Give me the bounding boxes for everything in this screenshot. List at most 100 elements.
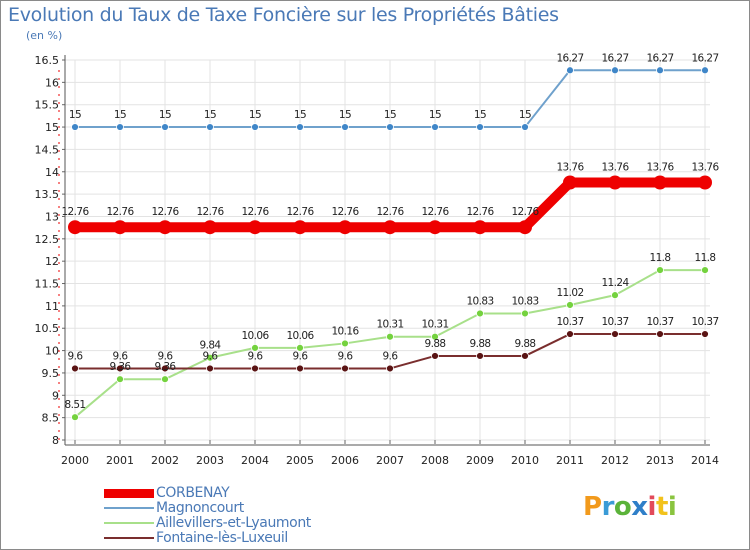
legend-label: Magnoncourt [156, 500, 244, 516]
data-point [521, 309, 529, 318]
data-point [251, 344, 259, 352]
data-label: 15 [519, 109, 531, 121]
data-label: 12.76 [466, 206, 494, 218]
data-point [248, 220, 262, 235]
y-tick-label: 10 [45, 345, 59, 358]
data-label: 10.37 [601, 316, 628, 328]
data-label: 9.6 [158, 350, 174, 362]
data-point [521, 352, 529, 360]
data-label: 9.88 [425, 338, 446, 350]
data-point [386, 364, 394, 373]
data-point [71, 123, 79, 131]
data-point [476, 309, 484, 318]
x-tick-label: 2013 [646, 454, 674, 467]
data-label: 15 [69, 109, 81, 121]
data-label: 10.16 [331, 325, 359, 337]
data-label: 12.76 [511, 206, 539, 218]
data-label: 15 [294, 109, 306, 121]
data-point [431, 123, 439, 131]
data-point [566, 301, 574, 309]
data-point [701, 330, 709, 338]
data-point [341, 364, 349, 373]
data-point [656, 266, 664, 275]
y-tick-label: 15.5 [35, 99, 60, 112]
data-label: 13.76 [691, 161, 719, 173]
data-label: 9.6 [383, 350, 399, 362]
y-tick-label: 14 [45, 166, 59, 179]
data-point [431, 352, 439, 360]
legend-label: Fontaine-lès-Luxeuil [156, 530, 288, 546]
data-label: 11.8 [650, 252, 671, 264]
x-tick-label: 2010 [511, 454, 539, 467]
data-point [206, 123, 214, 131]
data-label: 10.06 [241, 330, 269, 342]
data-label: 15 [159, 109, 171, 121]
data-point [71, 413, 79, 422]
x-tick-label: 2003 [196, 454, 224, 467]
data-point [563, 175, 577, 190]
x-tick-label: 2008 [421, 454, 449, 467]
data-label: 13.76 [646, 161, 674, 173]
data-point [341, 123, 349, 131]
x-tick-label: 2006 [331, 454, 359, 467]
data-point [698, 175, 712, 190]
data-label: 10.31 [421, 319, 448, 331]
y-tick-label: 11.5 [35, 278, 60, 291]
data-label: 9.88 [470, 338, 491, 350]
data-point [431, 332, 439, 341]
data-point [608, 175, 622, 190]
data-label: 12.76 [196, 206, 224, 218]
x-tick-label: 2001 [106, 454, 134, 467]
y-tick-label: 11 [45, 300, 59, 313]
legend-label: CORBENAY [156, 485, 230, 501]
data-label: 11.02 [556, 287, 583, 299]
grid-lines [65, 59, 710, 441]
data-point [428, 220, 442, 235]
logo-letter: o [613, 492, 632, 522]
data-point [386, 123, 394, 131]
data-label: 10.31 [376, 319, 403, 331]
chart-title: Evolution du Taux de Taxe Foncière sur l… [8, 4, 559, 26]
data-label: 15 [114, 109, 126, 121]
x-tick-label: 2011 [556, 454, 584, 467]
legend-swatch [104, 537, 154, 539]
data-label: 9.6 [248, 350, 264, 362]
data-point [518, 220, 532, 235]
data-point [701, 266, 709, 275]
data-point [296, 123, 304, 131]
data-point [476, 123, 484, 131]
data-label: 12.76 [286, 206, 314, 218]
data-label: 13.76 [556, 161, 584, 173]
data-label: 16.27 [691, 52, 718, 64]
data-label: 12.76 [61, 206, 89, 218]
data-label: 15 [204, 109, 216, 121]
data-label: 9.6 [68, 350, 84, 362]
x-tick-label: 2014 [691, 454, 719, 467]
data-label: 15 [384, 109, 396, 121]
x-tick-label: 2004 [241, 454, 269, 467]
y-tick-label: 9.5 [42, 367, 60, 380]
data-label: 10.37 [691, 316, 718, 328]
chart-subtitle: (en %) [26, 29, 63, 42]
data-label: 9.36 [110, 361, 132, 373]
x-tick-label: 2009 [466, 454, 494, 467]
data-label: 9.84 [200, 340, 222, 352]
data-point [203, 220, 217, 235]
y-tick-label: 8 [52, 434, 59, 447]
data-label: 15 [249, 109, 261, 121]
data-labels: 15 15 15 15 15 15 15 15 15 15 15 16.27 16.27 16.27 16.… [61, 52, 720, 411]
y-tick-label: 10.5 [35, 322, 60, 335]
data-label: 16.27 [556, 52, 583, 64]
x-tick-label: 2000 [61, 454, 89, 467]
logo-letter: P [583, 492, 602, 522]
data-point [158, 220, 172, 235]
data-point [566, 330, 574, 338]
data-label: 9.6 [203, 350, 219, 362]
data-label: 15 [474, 109, 486, 121]
data-label: 16.27 [601, 52, 628, 64]
y-tick-label: 13 [45, 210, 59, 223]
legend-item: Aillevillers-et-Lyaumont [104, 516, 311, 530]
data-point [251, 123, 259, 131]
